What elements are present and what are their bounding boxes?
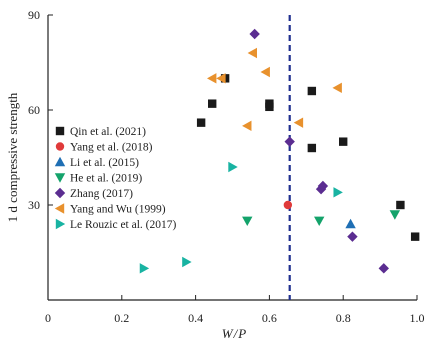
legend-marker bbox=[54, 156, 66, 167]
data-point bbox=[307, 86, 317, 96]
legend-label: Zhang (2017) bbox=[70, 188, 133, 200]
x-tick-label: 0 bbox=[45, 311, 51, 325]
x-tick-label: 0.2 bbox=[114, 311, 129, 325]
data-point bbox=[216, 73, 226, 84]
legend-label: He et al. (2019) bbox=[70, 173, 142, 185]
legend-marker bbox=[54, 173, 66, 183]
data-point bbox=[249, 28, 260, 40]
data-point bbox=[283, 200, 293, 210]
data-point bbox=[410, 232, 420, 241]
legend-marker bbox=[55, 142, 65, 151]
legend-marker bbox=[54, 187, 66, 199]
data-point bbox=[389, 210, 401, 220]
legend-marker bbox=[55, 126, 65, 136]
legend-label: Qin et al. (2021) bbox=[70, 126, 146, 138]
y-tick-label: 30 bbox=[28, 198, 40, 212]
data-point bbox=[196, 118, 206, 127]
data-point bbox=[284, 136, 295, 147]
data-point bbox=[293, 117, 304, 128]
y-tick-label: 90 bbox=[28, 8, 40, 22]
x-tick-label: 1.0 bbox=[410, 311, 425, 325]
data-point bbox=[139, 263, 150, 274]
y-axis-ticks: 30 60 90 bbox=[28, 8, 53, 212]
data-point bbox=[247, 47, 257, 59]
legend: Qin et al. (2021) Yang et al. (2018) Li et… bbox=[54, 126, 177, 231]
data-point bbox=[228, 161, 238, 173]
data-point bbox=[242, 120, 252, 132]
legend-label: Li et al. (2015) bbox=[70, 157, 139, 169]
data-point bbox=[260, 66, 270, 78]
data-point bbox=[207, 73, 217, 84]
data-point bbox=[378, 263, 389, 274]
x-tick-label: 0.8 bbox=[336, 311, 351, 325]
data-point bbox=[307, 143, 317, 153]
data-points bbox=[139, 28, 420, 274]
data-point bbox=[332, 82, 342, 94]
legend-marker bbox=[55, 218, 66, 230]
x-axis-ticks: 0 0.2 0.4 0.6 0.8 1.0 bbox=[45, 295, 425, 325]
legend-label: Yang and Wu (1999) bbox=[70, 204, 166, 216]
y-tick-label: 60 bbox=[28, 103, 40, 117]
legend-label: Le Rouzic et al. (2017) bbox=[70, 219, 177, 231]
data-point bbox=[208, 99, 217, 108]
data-point bbox=[317, 180, 329, 192]
data-point bbox=[333, 187, 343, 198]
data-point bbox=[314, 216, 325, 227]
data-point bbox=[339, 137, 348, 146]
x-tick-label: 0.6 bbox=[262, 311, 277, 325]
legend-marker bbox=[54, 203, 65, 214]
x-tick-label: 0.4 bbox=[188, 311, 203, 325]
data-point bbox=[345, 218, 356, 229]
x-axis-title: W/P bbox=[222, 326, 247, 341]
data-point bbox=[182, 256, 192, 268]
data-point bbox=[265, 99, 274, 108]
data-point bbox=[242, 216, 253, 227]
legend-label: Yang et al. (2018) bbox=[70, 142, 153, 154]
data-point bbox=[396, 200, 405, 210]
y-axis-title: 1 d compressive strength bbox=[5, 92, 20, 222]
plot-frame bbox=[47, 15, 417, 301]
data-point bbox=[347, 231, 358, 242]
